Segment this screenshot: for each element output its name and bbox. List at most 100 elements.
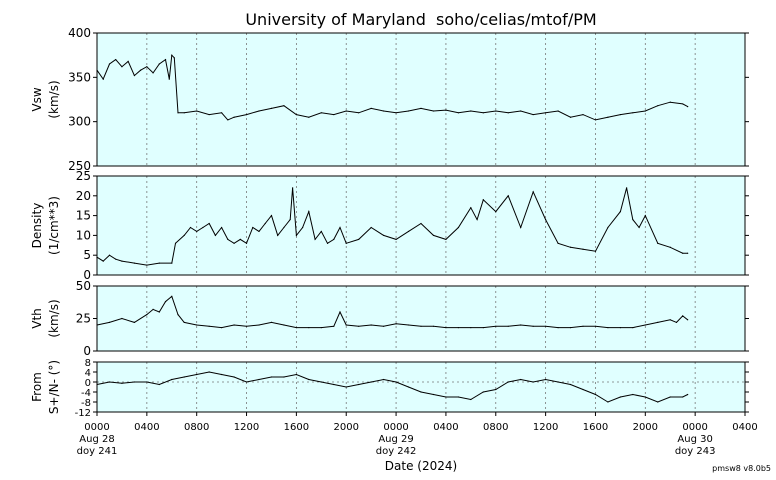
data-point xyxy=(569,116,572,118)
data-point xyxy=(619,113,621,116)
data-point xyxy=(395,112,397,114)
data-point xyxy=(177,112,179,114)
data-point xyxy=(420,222,422,225)
data-point xyxy=(227,119,229,121)
data-point xyxy=(208,325,210,327)
data-point xyxy=(395,238,397,240)
data-point xyxy=(102,78,104,80)
y-tick-label: 0 xyxy=(83,344,91,358)
data-point xyxy=(457,396,459,398)
data-point xyxy=(370,226,372,229)
data-point xyxy=(495,110,497,112)
data-point xyxy=(607,116,609,118)
data-point xyxy=(108,254,111,256)
data-point xyxy=(619,396,621,398)
data-point xyxy=(221,327,223,329)
data-point xyxy=(432,393,435,396)
data-point xyxy=(177,314,179,316)
data-point xyxy=(657,105,659,107)
data-point xyxy=(233,376,235,378)
data-point xyxy=(644,396,646,398)
data-point xyxy=(183,112,185,114)
panel-background xyxy=(97,33,745,166)
data-point xyxy=(607,327,609,329)
data-point xyxy=(644,215,646,217)
data-point xyxy=(121,260,123,262)
data-point xyxy=(171,378,173,381)
data-point xyxy=(277,234,279,236)
data-point xyxy=(569,246,572,248)
data-point xyxy=(146,381,148,383)
data-point xyxy=(457,112,459,114)
data-point xyxy=(569,327,572,329)
panel-frame xyxy=(96,32,746,167)
data-point xyxy=(669,246,671,248)
x-tick-label: 1600 xyxy=(583,422,608,433)
y-tick-label: 10 xyxy=(76,228,91,242)
x-tick-label: 0000 xyxy=(682,422,707,433)
data-point xyxy=(557,327,559,329)
y-tick-label: 4 xyxy=(85,368,91,379)
data-point xyxy=(687,393,689,396)
data-point xyxy=(687,252,689,254)
data-point xyxy=(239,238,241,240)
data-point xyxy=(594,325,597,327)
data-point xyxy=(308,327,310,329)
x-axis-label: Date (2024) xyxy=(385,459,457,473)
panel-1: 0 5 10 15 20 25 Density (1/cm**3) xyxy=(30,169,749,282)
y-tick-label: 8 xyxy=(85,358,91,369)
x-tick-label: 1600 xyxy=(284,422,309,433)
data-point xyxy=(283,105,285,107)
data-point xyxy=(171,295,173,297)
data-point xyxy=(108,381,111,383)
data-point xyxy=(638,226,640,229)
data-point xyxy=(146,66,148,68)
data-point xyxy=(308,116,310,118)
x-tick-label: 2000 xyxy=(334,422,359,433)
x-tick-label: 0800 xyxy=(483,422,508,433)
y-tick-label: -8 xyxy=(81,398,91,409)
data-point xyxy=(532,325,534,327)
data-point xyxy=(582,388,584,391)
x-tick-label: 2000 xyxy=(633,422,658,433)
data-point xyxy=(407,386,410,388)
data-point xyxy=(445,327,447,329)
data-point xyxy=(295,113,297,116)
data-point xyxy=(682,103,684,105)
data-point xyxy=(333,325,335,327)
data-point xyxy=(445,396,447,398)
data-point xyxy=(183,376,185,378)
data-point xyxy=(333,238,335,240)
data-point xyxy=(682,396,684,398)
doy-label: doy 243 xyxy=(675,446,716,457)
data-point xyxy=(233,116,235,118)
data-point xyxy=(626,187,628,189)
doy-label: doy 241 xyxy=(77,446,118,457)
data-point xyxy=(520,324,522,326)
data-point xyxy=(345,242,347,244)
x-tick-label: 0400 xyxy=(433,422,458,433)
data-point xyxy=(632,327,634,329)
data-point xyxy=(121,317,123,320)
y-tick-label: 0 xyxy=(83,268,91,282)
data-point xyxy=(233,324,235,326)
data-point xyxy=(146,264,148,266)
x-tick-label: 0000 xyxy=(84,422,109,433)
data-point xyxy=(270,321,273,323)
y-tick-label: 250 xyxy=(68,159,91,173)
panel-2: 0 25 50 Vth (km/s) xyxy=(30,279,749,358)
data-point xyxy=(482,199,484,201)
data-point xyxy=(582,248,584,250)
x-tick-label: 0400 xyxy=(134,422,159,433)
data-point xyxy=(470,398,472,401)
footer-version: pmsw8 v8.0b5 xyxy=(712,464,771,473)
data-point xyxy=(152,72,154,74)
data-point xyxy=(358,238,360,240)
data-point xyxy=(208,371,210,373)
data-point xyxy=(594,250,597,252)
data-point xyxy=(532,113,534,116)
data-point xyxy=(164,59,167,61)
data-point xyxy=(482,112,484,114)
data-point xyxy=(208,222,210,225)
